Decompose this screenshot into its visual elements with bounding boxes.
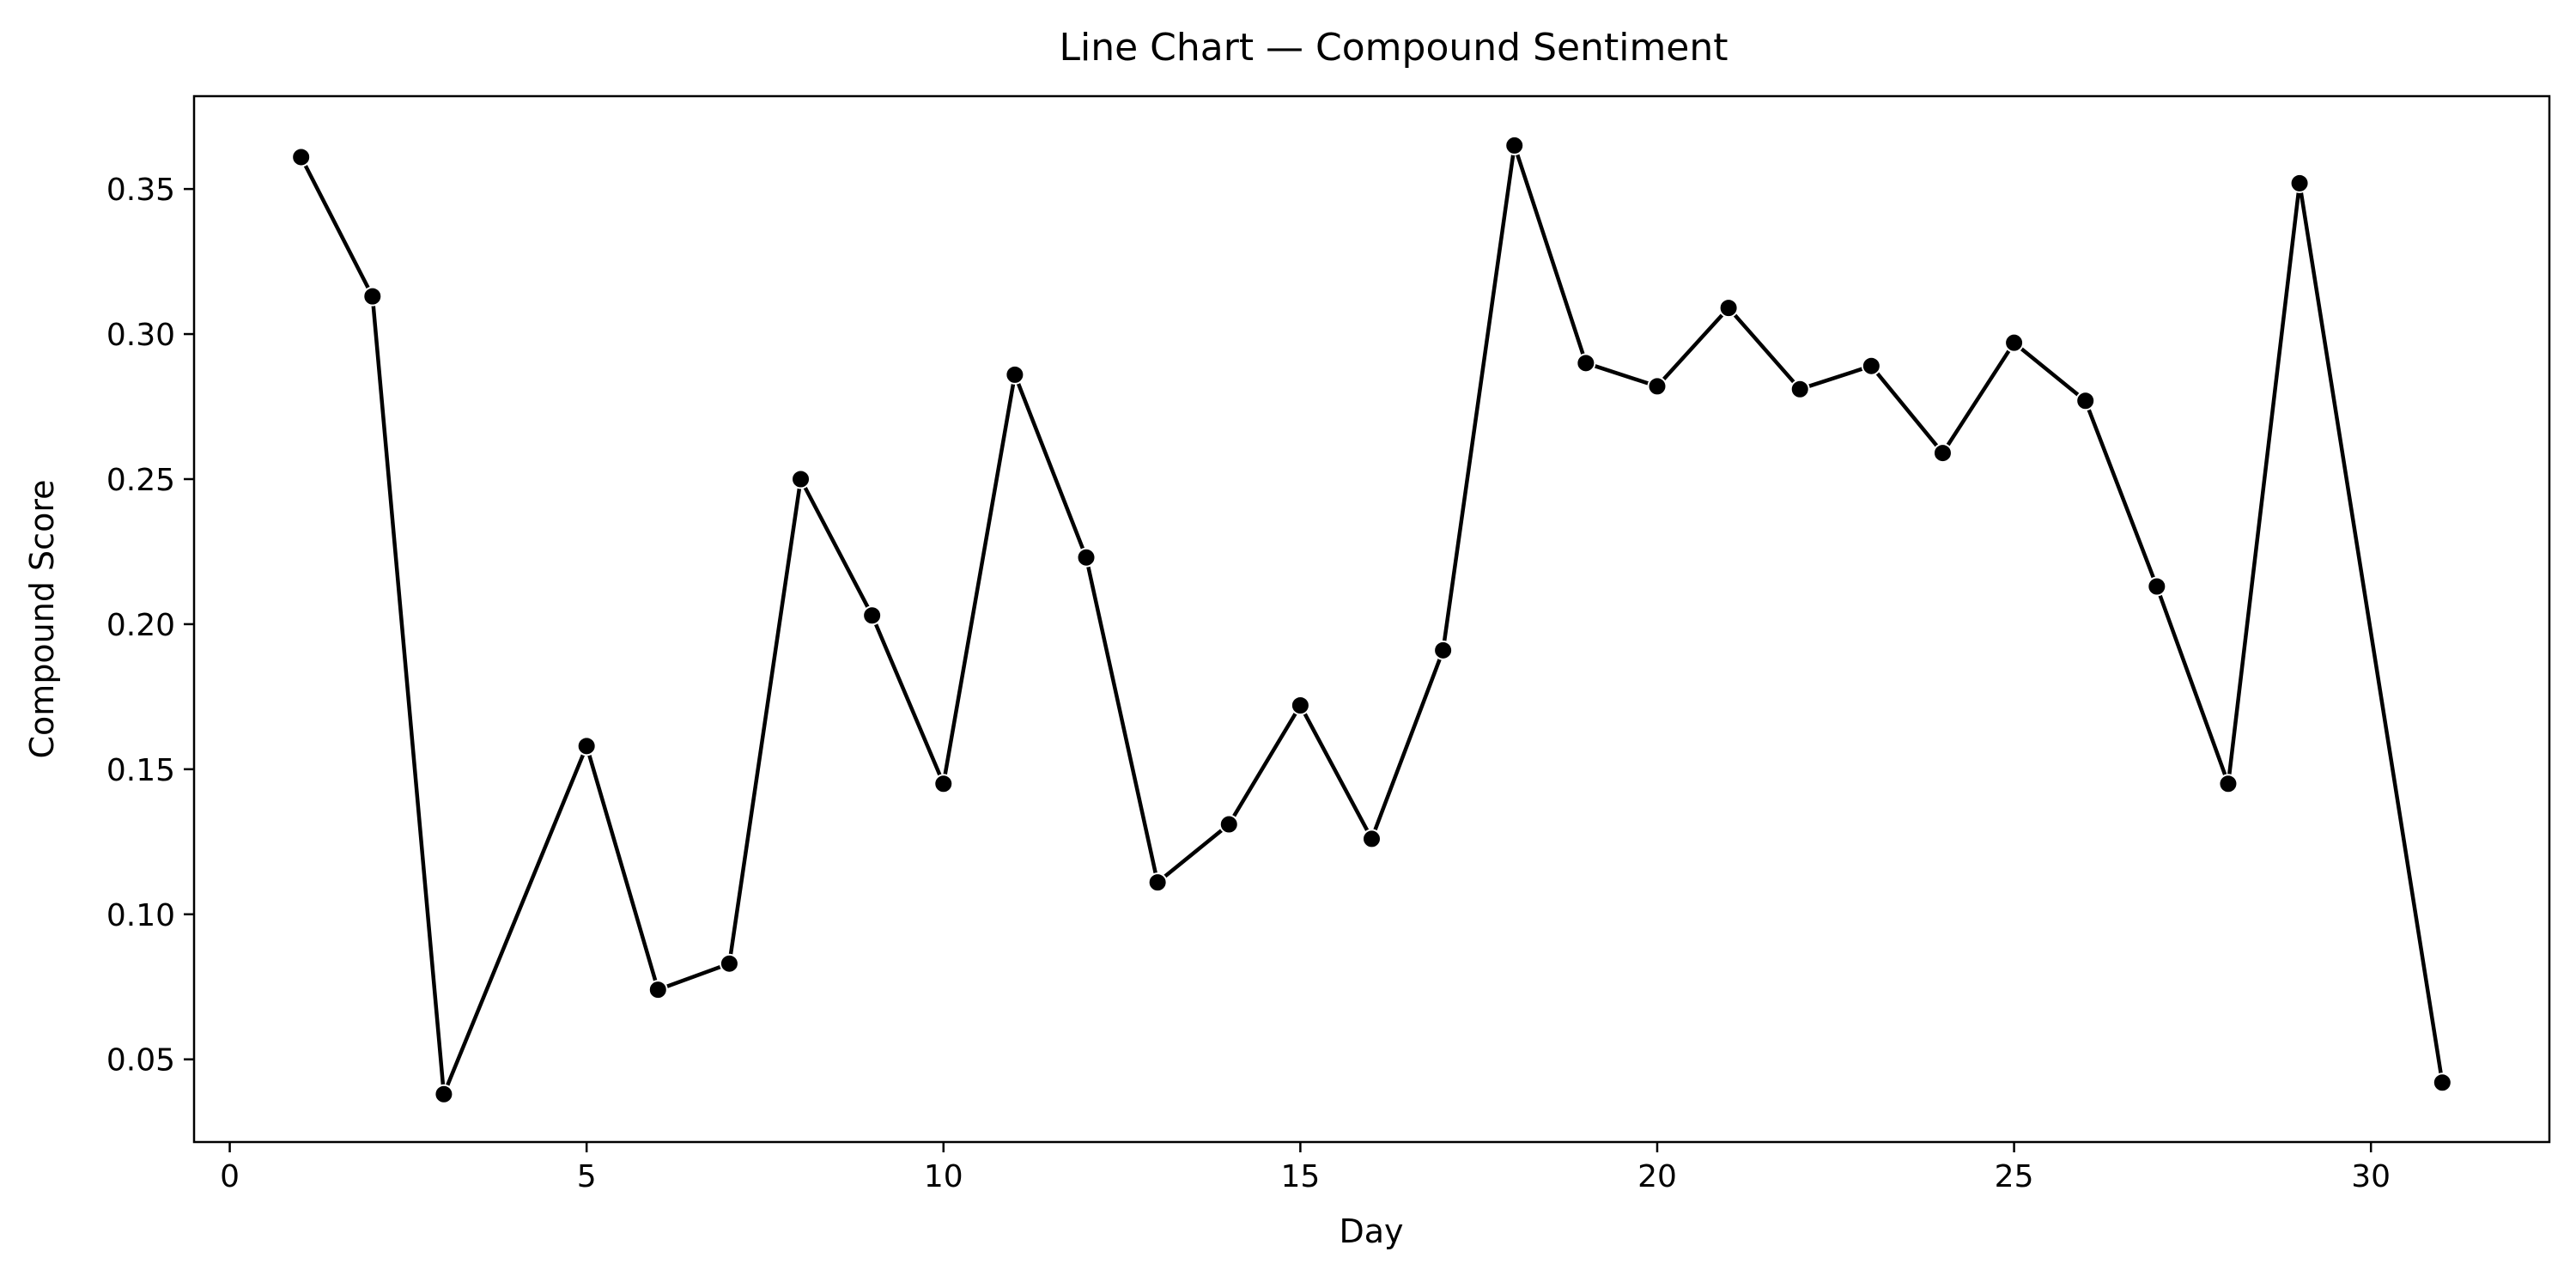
data-point — [2147, 576, 2167, 597]
data-point — [1504, 135, 1525, 155]
y-tick-label: 0.30 — [106, 318, 175, 353]
x-tick-label: 25 — [1995, 1159, 2034, 1194]
y-axis: 0.05 0.10 0.15 0.20 0.25 0.30 0.35 — [106, 173, 194, 1078]
x-axis: 0 5 10 15 20 25 30 — [220, 1142, 2391, 1194]
data-point — [2289, 173, 2310, 193]
data-point — [434, 1084, 454, 1104]
data-point — [576, 736, 597, 756]
x-tick-label: 5 — [577, 1159, 597, 1194]
data-point — [1718, 298, 1739, 319]
data-point — [2075, 391, 2096, 411]
data-point — [1861, 355, 1881, 376]
data-point — [1218, 814, 1239, 835]
plot-frame — [192, 94, 2551, 1144]
y-tick-label: 0.20 — [106, 608, 175, 643]
x-tick-label: 20 — [1637, 1159, 1677, 1194]
data-point — [1789, 379, 1810, 399]
x-tick-label: 30 — [2351, 1159, 2391, 1194]
data-point — [1076, 547, 1097, 568]
data-point — [1362, 829, 1382, 849]
data-point — [791, 469, 811, 489]
data-point — [1576, 353, 1596, 374]
y-tick-label: 0.05 — [106, 1043, 175, 1078]
data-point — [933, 774, 954, 794]
data-point — [647, 980, 668, 1000]
x-tick-label: 0 — [220, 1159, 240, 1194]
data-point — [1647, 376, 1668, 397]
data-point — [1005, 364, 1025, 385]
series-line — [299, 143, 2445, 1097]
plot-area — [291, 135, 2452, 1104]
data-point — [1433, 640, 1454, 660]
x-tick-label: 15 — [1280, 1159, 1320, 1194]
y-tick-label: 0.25 — [106, 463, 175, 498]
data-point — [862, 605, 883, 626]
data-point — [1147, 872, 1168, 893]
y-tick-label: 0.10 — [106, 898, 175, 933]
y-tick-label: 0.15 — [106, 753, 175, 788]
data-point — [291, 147, 312, 167]
data-point — [1932, 443, 1953, 464]
x-tick-label: 10 — [924, 1159, 963, 1194]
data-point — [719, 953, 739, 974]
data-point — [2432, 1072, 2452, 1093]
y-tick-label: 0.35 — [106, 173, 175, 208]
data-point — [362, 286, 383, 307]
data-point — [1290, 696, 1310, 716]
y-axis-label: Compound Score — [23, 480, 61, 759]
data-point — [2218, 774, 2239, 794]
y-axis-label-group: Compound Score — [23, 480, 61, 759]
data-point — [2004, 332, 2025, 353]
chart-title: Line Chart — Compound Sentiment — [1059, 26, 1728, 70]
x-axis-label: Day — [1339, 1212, 1403, 1250]
